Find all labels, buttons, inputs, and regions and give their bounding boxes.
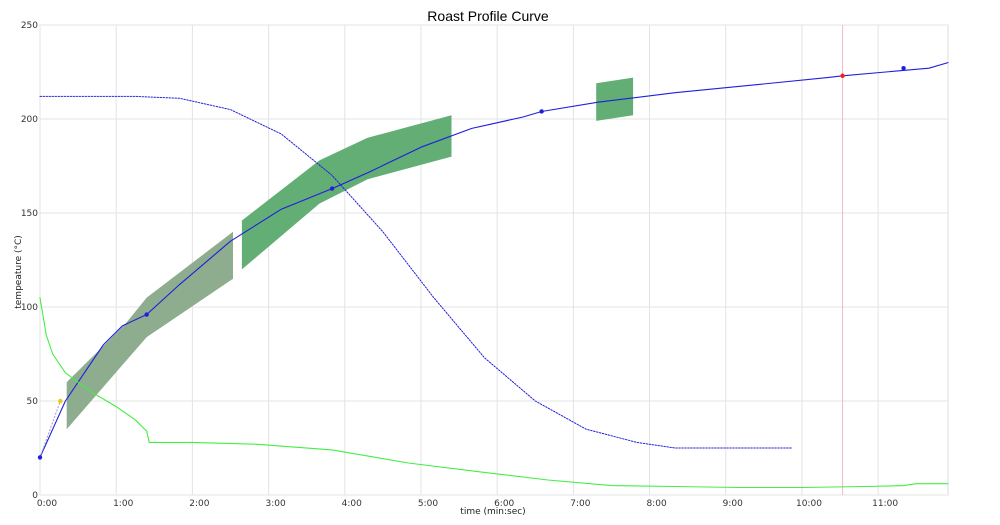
y-tick-label: 200 bbox=[21, 115, 38, 125]
plot-border bbox=[39, 24, 949, 496]
y-tick-label: 250 bbox=[21, 21, 38, 31]
x-tick-label: 2:00 bbox=[189, 499, 209, 509]
x-tick-label: 9:00 bbox=[723, 499, 743, 509]
y-tick-label: 0 bbox=[32, 491, 38, 501]
target-bands bbox=[66, 77, 634, 430]
x-tick-label: 4:00 bbox=[342, 499, 362, 509]
target-band bbox=[241, 115, 452, 270]
x-axis-title: time (min:sec) bbox=[460, 507, 525, 517]
data-point-marker bbox=[901, 66, 906, 71]
data-point-marker bbox=[58, 398, 63, 404]
data-point-marker bbox=[144, 312, 149, 317]
data-point-marker bbox=[329, 186, 335, 191]
x-tick-label: 0:00 bbox=[37, 499, 57, 509]
x-tick-label: 6:00 bbox=[494, 499, 514, 509]
x-tick-label: 10:00 bbox=[796, 499, 822, 509]
grid bbox=[39, 24, 949, 496]
x-tick-label: 7:00 bbox=[570, 499, 590, 509]
data-point-marker bbox=[37, 455, 43, 460]
y-axis-title: tempeature (°C) bbox=[14, 235, 24, 309]
y-tick-label: 150 bbox=[21, 209, 38, 219]
series-line bbox=[39, 95, 793, 449]
y-tick-label: 50 bbox=[27, 397, 39, 407]
x-tick-label: 3:00 bbox=[265, 499, 285, 509]
series-lines bbox=[39, 62, 949, 489]
chart-title: Roast Profile Curve bbox=[427, 8, 549, 24]
tick-labels: 0:00 1:00 2:00 3:00 4:00 5:00 6:00 7:00 8:00 9:00… bbox=[21, 21, 899, 509]
guide-segment bbox=[39, 400, 61, 458]
data-point-marker bbox=[539, 109, 544, 114]
x-tick-label: 1:00 bbox=[113, 499, 133, 509]
series-line bbox=[39, 297, 949, 489]
data-point-marker bbox=[840, 73, 845, 78]
series-line bbox=[39, 62, 949, 458]
target-band bbox=[596, 77, 634, 121]
y-tick-label: 100 bbox=[21, 303, 38, 313]
x-tick-label: 8:00 bbox=[646, 499, 666, 509]
event-markers bbox=[37, 66, 906, 460]
x-tick-label: 11:00 bbox=[872, 499, 898, 509]
x-tick-label: 5:00 bbox=[418, 499, 438, 509]
target-band bbox=[66, 231, 233, 430]
